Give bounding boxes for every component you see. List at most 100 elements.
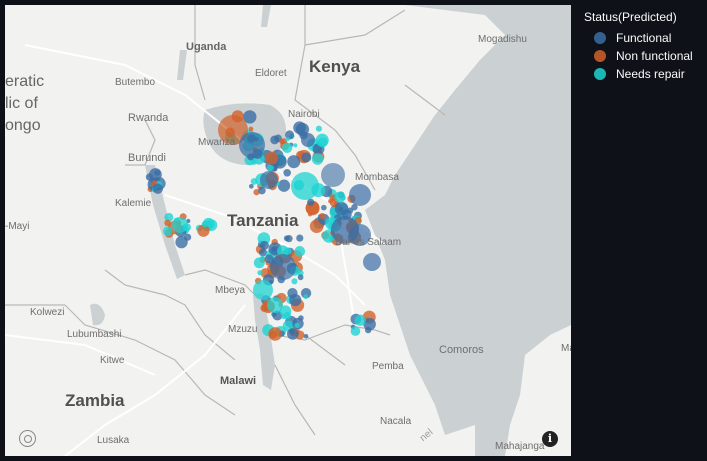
- point-functional[interactable]: [152, 183, 164, 194]
- point-functional[interactable]: [364, 326, 372, 334]
- legend-dot-functional: [594, 32, 606, 44]
- point-needs-repair[interactable]: [303, 294, 309, 299]
- point-functional[interactable]: [351, 204, 358, 211]
- point-functional[interactable]: [258, 186, 266, 195]
- point-needs-repair[interactable]: [276, 245, 289, 257]
- point-functional[interactable]: [258, 248, 268, 257]
- point-non-functional[interactable]: [307, 212, 313, 217]
- point-functional[interactable]: [301, 152, 312, 163]
- label-malawi: Malawi: [220, 375, 257, 387]
- mapbox-logo-icon[interactable]: [19, 430, 36, 447]
- label-kenya: Kenya: [309, 57, 361, 76]
- indian-ocean: [365, 5, 571, 456]
- point-needs-repair[interactable]: [350, 326, 361, 336]
- point-needs-repair[interactable]: [282, 142, 293, 153]
- point-non-functional[interactable]: [248, 126, 254, 132]
- point-non-functional[interactable]: [268, 327, 282, 341]
- point-functional[interactable]: [239, 132, 265, 158]
- point-non-functional[interactable]: [279, 139, 285, 145]
- point-functional[interactable]: [264, 254, 274, 264]
- point-non-functional[interactable]: [265, 151, 279, 165]
- point-needs-repair[interactable]: [293, 143, 298, 148]
- point-functional[interactable]: [287, 155, 301, 169]
- label-butembo: Butembo: [115, 77, 156, 88]
- point-non-functional[interactable]: [164, 219, 171, 227]
- point-functional[interactable]: [260, 240, 269, 250]
- madagascar: [505, 325, 571, 456]
- lake-turkana: [261, 5, 271, 27]
- point-functional[interactable]: [300, 288, 312, 299]
- lake-albert: [177, 50, 187, 80]
- point-non-functional[interactable]: [319, 213, 326, 220]
- legend-label-non-functional: Non functional: [616, 49, 693, 63]
- point-functional[interactable]: [271, 246, 277, 252]
- point-functional[interactable]: [270, 135, 280, 145]
- legend-dot-non-functional: [594, 50, 606, 62]
- point-needs-repair[interactable]: [334, 191, 346, 203]
- legend-item-non-functional[interactable]: Non functional: [594, 47, 693, 65]
- point-functional[interactable]: [307, 198, 315, 206]
- point-functional[interactable]: [321, 163, 345, 187]
- point-needs-repair[interactable]: [315, 125, 322, 132]
- point-needs-repair[interactable]: [279, 305, 292, 318]
- point-functional[interactable]: [287, 328, 299, 340]
- point-needs-repair[interactable]: [267, 164, 274, 172]
- point-functional[interactable]: [283, 168, 291, 177]
- point-needs-repair[interactable]: [253, 280, 273, 300]
- point-non-functional[interactable]: [218, 115, 248, 145]
- point-functional[interactable]: [184, 233, 192, 241]
- point-functional[interactable]: [297, 274, 304, 281]
- point-needs-repair[interactable]: [257, 270, 263, 276]
- point-functional[interactable]: [347, 207, 354, 214]
- point-needs-repair[interactable]: [294, 322, 300, 329]
- point-functional[interactable]: [321, 204, 327, 211]
- label-pemba: Pemba: [372, 361, 404, 372]
- point-functional[interactable]: [285, 235, 293, 243]
- point-functional[interactable]: [296, 234, 304, 242]
- point-needs-repair[interactable]: [291, 172, 319, 200]
- point-needs-repair[interactable]: [164, 212, 174, 222]
- basemap: [5, 5, 571, 456]
- point-needs-repair[interactable]: [250, 178, 258, 185]
- point-needs-repair[interactable]: [294, 246, 306, 257]
- legend-dot-needs-repair: [594, 68, 606, 80]
- point-needs-repair[interactable]: [354, 314, 366, 326]
- point-functional[interactable]: [277, 179, 291, 192]
- point-functional[interactable]: [145, 173, 154, 181]
- point-needs-repair[interactable]: [311, 153, 324, 165]
- label-zambia: Zambia: [65, 391, 125, 410]
- point-non-functional[interactable]: [253, 189, 260, 196]
- point-needs-repair[interactable]: [172, 217, 188, 233]
- point-functional[interactable]: [349, 224, 371, 246]
- roads: [5, 44, 386, 456]
- point-functional[interactable]: [293, 121, 306, 134]
- info-icon[interactable]: i: [542, 431, 558, 447]
- point-functional[interactable]: [270, 254, 296, 280]
- point-functional[interactable]: [303, 333, 309, 339]
- legend-item-needs-repair[interactable]: Needs repair: [594, 65, 693, 83]
- map-canvas[interactable]: Kenya Tanzania Zambia Malawi Uganda Moga…: [5, 5, 571, 456]
- point-non-functional[interactable]: [197, 224, 210, 237]
- point-functional[interactable]: [334, 201, 349, 216]
- point-needs-repair[interactable]: [201, 220, 209, 228]
- point-functional[interactable]: [349, 184, 371, 206]
- point-functional[interactable]: [260, 171, 278, 189]
- point-needs-repair[interactable]: [267, 297, 283, 313]
- label-nairobi: Nairobi: [288, 109, 320, 120]
- point-functional[interactable]: [298, 315, 304, 321]
- point-needs-repair[interactable]: [163, 226, 173, 236]
- point-needs-repair[interactable]: [291, 278, 298, 285]
- point-needs-repair[interactable]: [253, 257, 265, 269]
- label-kitwe: Kitwe: [100, 355, 125, 366]
- point-functional[interactable]: [243, 110, 257, 124]
- point-needs-repair[interactable]: [285, 137, 290, 142]
- point-functional[interactable]: [363, 253, 381, 271]
- point-functional[interactable]: [248, 183, 254, 189]
- label-daressalaam: Dar es Salaam: [335, 237, 402, 248]
- label-drc-3: ongo: [5, 117, 41, 134]
- point-needs-repair[interactable]: [317, 137, 328, 148]
- legend-item-functional[interactable]: Functional: [594, 29, 693, 47]
- label-kalemie: Kalemie: [115, 198, 152, 209]
- point-functional[interactable]: [301, 133, 315, 147]
- point-functional[interactable]: [287, 288, 298, 299]
